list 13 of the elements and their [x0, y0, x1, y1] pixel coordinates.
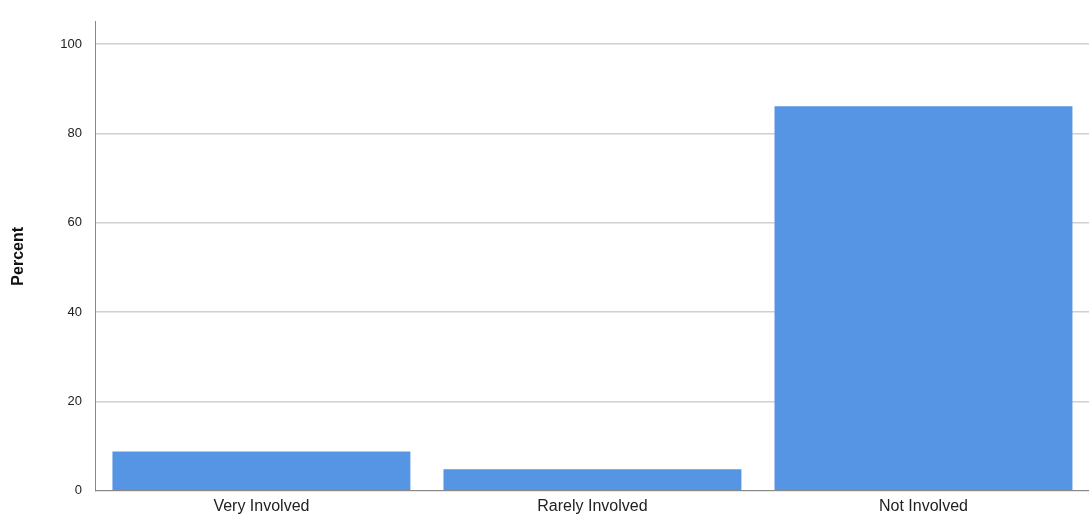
x-tick-label: Very Involved — [213, 496, 310, 514]
bar — [774, 106, 1073, 491]
y-tick-label: 60 — [67, 214, 82, 230]
x-tick-label: Rarely Involved — [537, 496, 648, 514]
bar — [443, 469, 742, 491]
y-tick-label: 80 — [67, 125, 82, 141]
y-tick-label: 20 — [67, 393, 82, 409]
x-tick-label: Not Involved — [879, 496, 968, 514]
y-tick-label: 100 — [60, 35, 82, 51]
bar — [112, 451, 411, 491]
y-axis-title: Percent — [9, 226, 27, 286]
y-tick-label: 40 — [67, 303, 82, 319]
y-tick-label: 0 — [74, 482, 82, 498]
